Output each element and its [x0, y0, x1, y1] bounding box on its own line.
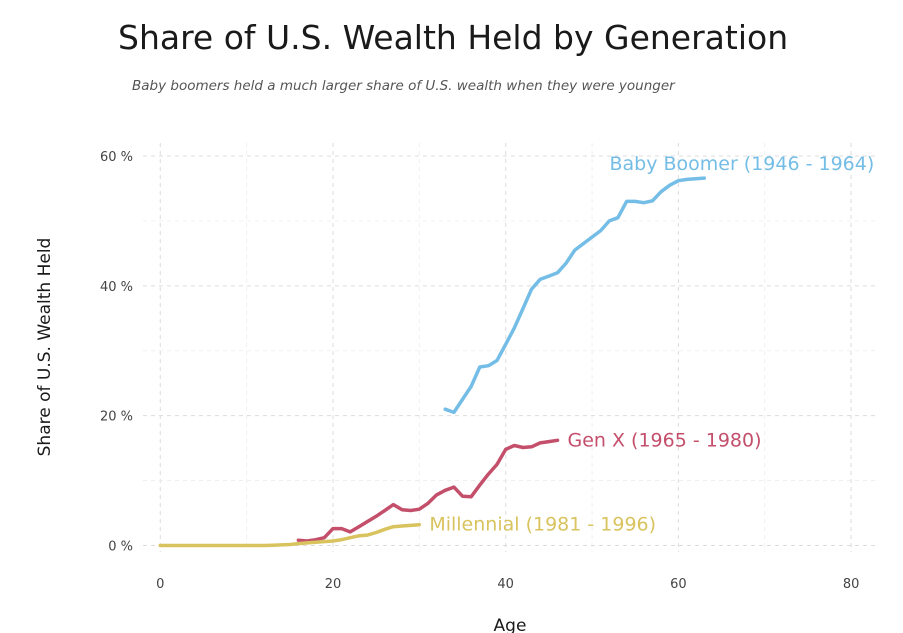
series-line-gen-x: [296, 438, 560, 543]
chart-subtitle: Baby boomers held a much larger share of…: [132, 78, 675, 94]
series-line-millennial: [158, 522, 422, 548]
chart-title: Share of U.S. Wealth Held by Generation: [118, 18, 789, 57]
x-axis-ticks: 0 20 40 60 80: [156, 577, 859, 592]
y-axis-ticks: 0 % 20 % 40 % 60 %: [100, 150, 133, 555]
x-axis-label: Age: [494, 616, 527, 633]
series-label-baby-boomer: Baby Boomer (1946 - 1964): [609, 153, 874, 175]
x-tick-label: 60: [670, 577, 687, 592]
series-labels: Baby Boomer (1946 - 1964) Gen X (1965 - 1…: [429, 153, 874, 536]
series-label-gen-x: Gen X (1965 - 1980): [567, 429, 761, 451]
x-tick-label: 40: [497, 577, 514, 592]
series-label-millennial: Millennial (1981 - 1996): [429, 514, 656, 536]
grid-lines: [143, 143, 877, 552]
x-tick-label: 0: [156, 577, 164, 592]
y-tick-label: 60 %: [100, 150, 133, 165]
y-tick-label: 40 %: [100, 280, 133, 295]
x-tick-label: 80: [843, 577, 860, 592]
y-tick-label: 20 %: [100, 410, 133, 425]
y-axis-label: Share of U.S. Wealth Held: [35, 238, 55, 457]
series-lines: [158, 176, 707, 548]
y-tick-label: 0 %: [108, 540, 133, 555]
x-tick-label: 20: [325, 577, 342, 592]
series-line-baby-boomer: [443, 176, 707, 415]
